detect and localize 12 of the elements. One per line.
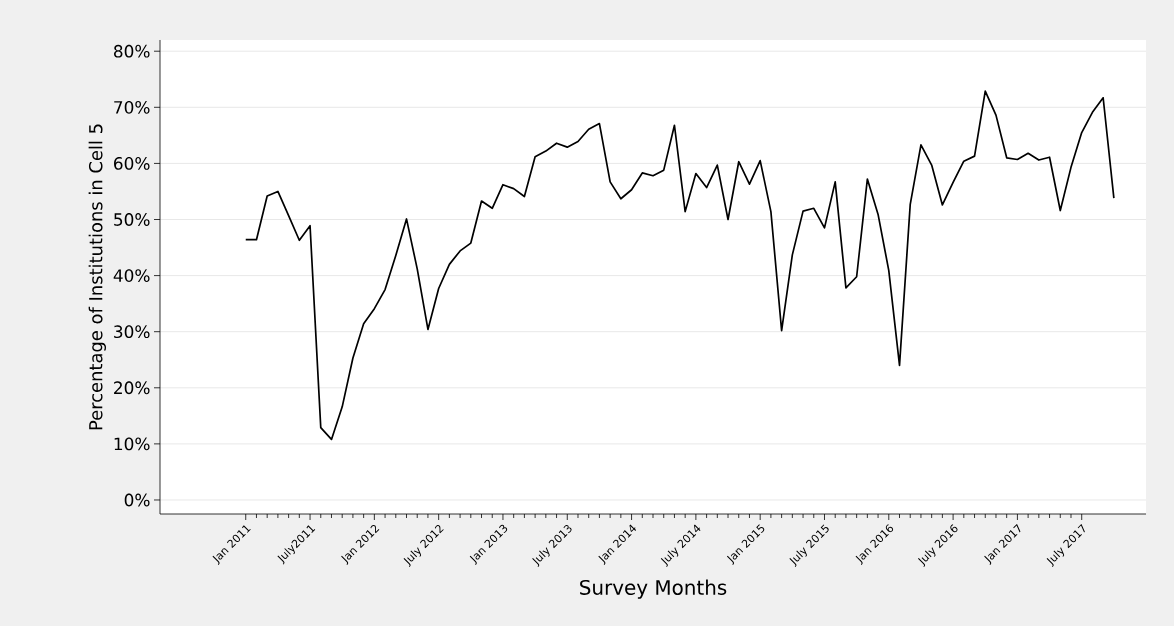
y-tick-label: 80% [114,44,150,58]
line-series [244,90,1115,441]
y-tick-label: 50% [114,213,150,226]
y-axis-title: Percentage of Institutions in Cell 5 [88,124,106,430]
y-tick-label: 70% [114,100,150,114]
y-tick-label: 30% [114,325,150,339]
y-tick-label: 20% [114,381,150,395]
y-tick-label: 60% [114,156,150,170]
y-tick-label: 40% [113,269,150,282]
x-axis-title: Survey Months [580,579,727,599]
y-tick-label: 10% [114,437,150,451]
y-tick-label: 0% [124,493,150,507]
